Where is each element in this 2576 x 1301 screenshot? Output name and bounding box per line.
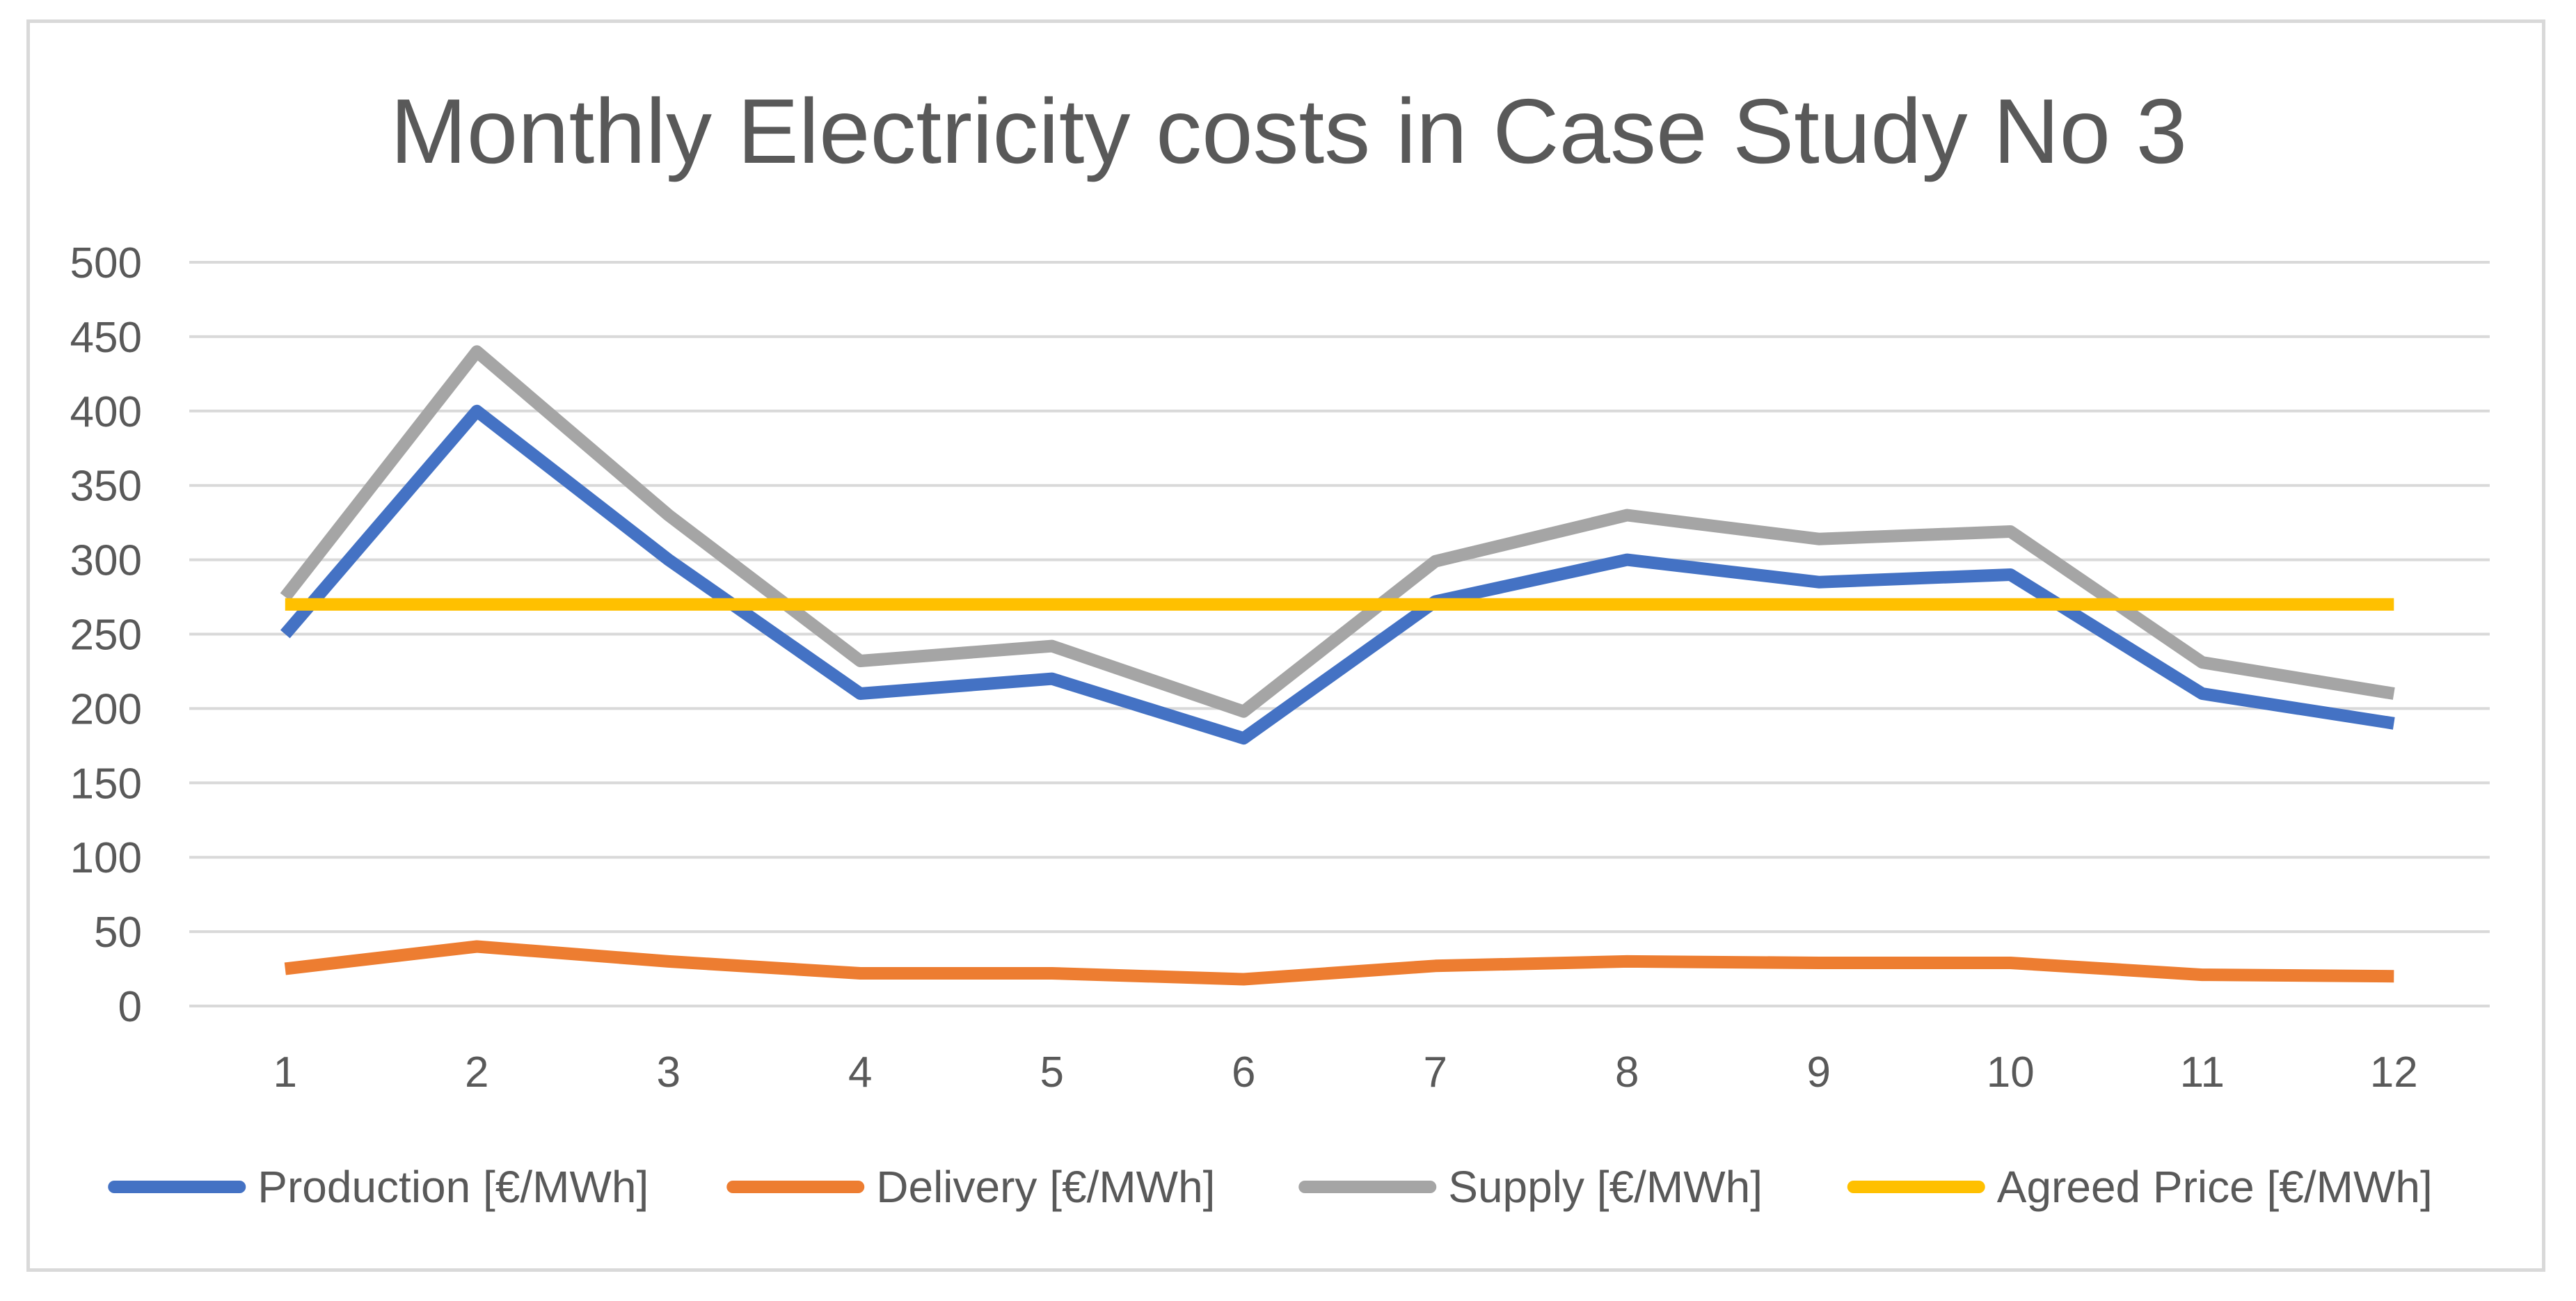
y-tick-label: 200 [70,685,142,733]
legend: Production [€/MWh] Delivery [€/MWh] Supply… [108,1162,2433,1212]
x-tick-label: 2 [465,1048,488,1096]
series-1 [280,404,2395,745]
data-point [2010,962,2011,963]
legend-label: Agreed Price [€/MWh] [1997,1162,2433,1212]
x-tick-label: 9 [1807,1048,1831,1096]
x-tick-label: 6 [1232,1048,1255,1096]
data-point [1243,979,1244,980]
data-point [1627,604,1628,605]
data-point [1243,738,1244,739]
x-tick-label: 3 [657,1048,681,1096]
legend-label: Delivery [€/MWh] [876,1162,1215,1212]
legend-item: Production [€/MWh] [108,1162,649,1212]
series-3 [280,345,2395,718]
y-tick-label: 350 [70,463,142,511]
data-point [1818,962,1819,963]
x-tick-label: 4 [848,1048,872,1096]
series-line [280,345,2395,718]
data-point [2010,604,2011,605]
y-tick-label: 100 [70,834,142,882]
data-point [668,559,669,560]
data-point [1435,604,1436,605]
x-tick-label: 11 [2180,1048,2225,1096]
legend-item: Supply [€/MWh] [1298,1162,1763,1212]
series-2 [284,940,2394,986]
series-line [280,404,2395,745]
legend-item: Delivery [€/MWh] [726,1162,1215,1212]
y-tick-label: 450 [70,314,142,362]
x-tick-label: 5 [1040,1048,1064,1096]
data-point [1243,711,1244,712]
data-point [2010,574,2011,575]
data-point [668,515,669,516]
y-tick-label: 150 [70,760,142,808]
y-axis-ticks: 0 50 100 150 200 250 300 350 400 450 500 [70,239,142,1031]
x-axis-ticks: 1 2 3 4 5 6 7 8 9 10 11 12 [273,1048,2418,1096]
data-point [668,604,669,605]
x-tick-label: 12 [2370,1048,2418,1096]
y-tick-label: 50 [94,909,142,957]
data-point [1818,604,1819,605]
chart-title: Monthly Electricity costs in Case Study … [390,80,2187,182]
data-point [1051,604,1052,605]
series-lines [280,345,2395,986]
y-tick-label: 300 [70,537,142,585]
x-tick-label: 1 [273,1048,297,1096]
y-tick-label: 400 [70,388,142,436]
y-tick-label: 500 [70,239,142,287]
data-point [2010,531,2011,532]
data-point [1818,538,1819,539]
data-point [1243,604,1244,605]
x-tick-label: 7 [1424,1048,1447,1096]
x-tick-label: 10 [1987,1048,2035,1096]
data-point [860,604,861,605]
data-point [1051,678,1052,679]
legend-label: Production [€/MWh] [257,1162,649,1212]
x-tick-label: 8 [1615,1048,1639,1096]
legend-label: Supply [€/MWh] [1448,1162,1763,1212]
y-tick-label: 250 [70,612,142,660]
y-tick-label: 0 [118,983,142,1031]
series-4 [285,598,2394,611]
data-point [1627,515,1628,516]
data-point [1627,559,1628,560]
series-line [284,940,2394,986]
data-point [860,660,861,661]
legend-item: Agreed Price [€/MWh] [1847,1162,2433,1212]
